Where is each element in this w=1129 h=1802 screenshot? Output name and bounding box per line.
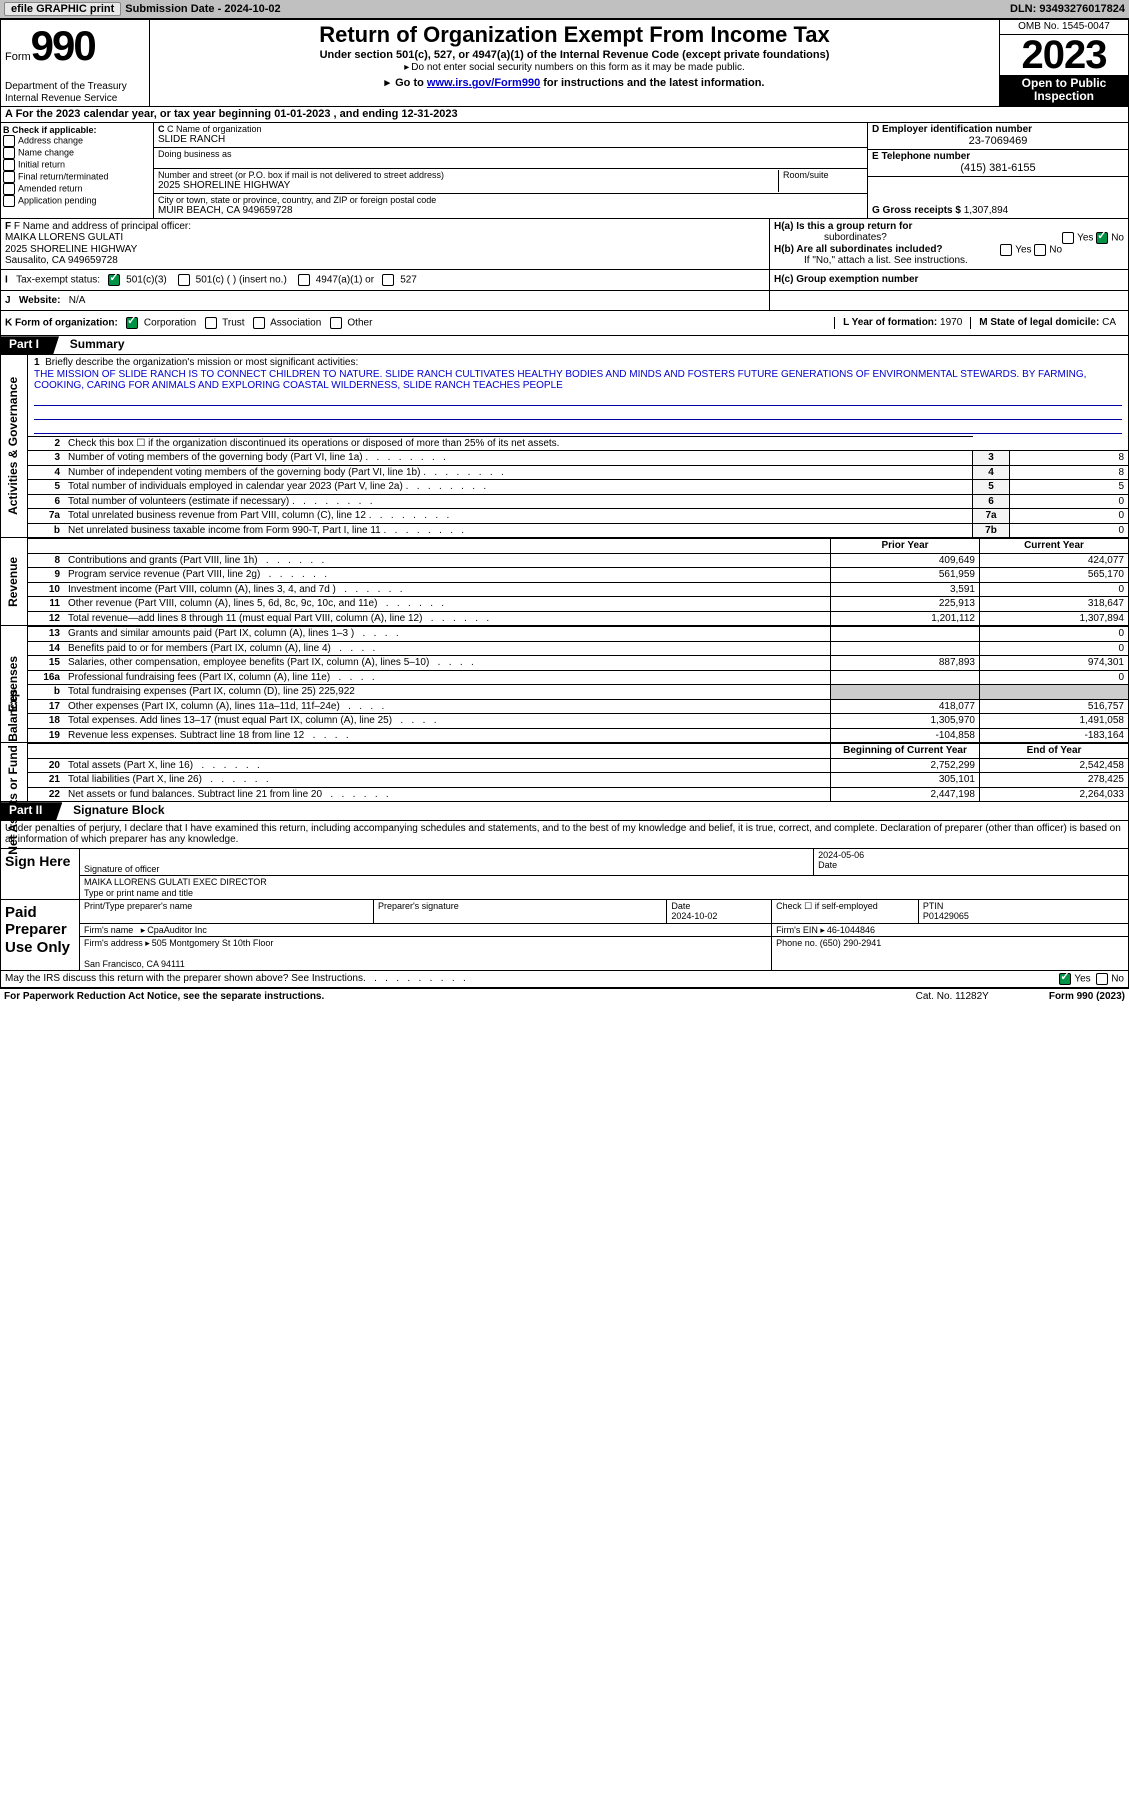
self-employed-check[interactable]: Check ☐ if self-employed — [772, 900, 919, 923]
firm-phone-field: Phone no. (650) 290-2941 — [772, 937, 1128, 971]
principal-officer-field: F F Name and address of principal office… — [1, 219, 770, 269]
tax-year: 2023 — [1000, 35, 1128, 75]
group-exemption-field: H(c) Group exemption number — [770, 270, 1128, 290]
sign-here-label: Sign Here — [1, 849, 80, 899]
discuss-with-preparer: May the IRS discuss this return with the… — [1, 970, 1128, 987]
gross-receipts-field: G Gross receipts $ 1,307,894 — [868, 204, 1128, 218]
form-of-org-field: K Form of organization: Corporation Trus… — [1, 311, 1128, 336]
ptin-field: PTINP01429065 — [918, 900, 1128, 923]
ein-field: D Employer identification number23-70694… — [868, 123, 1128, 149]
revenue-label: Revenue — [1, 538, 28, 625]
city-field: City or town, state or province, country… — [154, 194, 867, 218]
form-subtitle: Under section 501(c), 527, or 4947(a)(1)… — [156, 49, 993, 62]
tax-exempt-status-field: I Tax-exempt status: 501(c)(3) 501(c) ( … — [1, 270, 770, 290]
box-b-checklist: B Check if applicable: Address change Na… — [1, 123, 154, 218]
group-return-field: H(a) Is this a group return for subordin… — [770, 219, 1128, 269]
mission-field: 1 Briefly describe the organization's mi… — [28, 355, 1128, 436]
line-a-tax-year: A For the 2023 calendar year, or tax yea… — [1, 107, 1128, 123]
department-label: Department of the Treasury Internal Reve… — [5, 81, 145, 104]
dba-field: Doing business as — [154, 148, 867, 169]
efile-print-button[interactable]: efile GRAPHIC print — [4, 2, 121, 17]
officer-name-field: MAIKA LLORENS GULATI EXEC DIRECTORType o… — [80, 876, 1128, 899]
form-title: Return of Organization Exempt From Incom… — [156, 22, 993, 47]
ssn-warning: Do not enter social security numbers on … — [156, 62, 993, 74]
preparer-date-field: Date2024-10-02 — [667, 900, 772, 923]
form-number: Form990 — [5, 22, 145, 70]
preparer-name-field: Print/Type preparer's name — [80, 900, 373, 923]
sign-date-field: 2024-05-06Date — [814, 849, 1128, 876]
part-i-title: Summary — [62, 337, 125, 351]
activities-governance-label: Activities & Governance — [1, 355, 28, 537]
perjury-declaration: Under penalties of perjury, I declare th… — [1, 821, 1128, 848]
website-field: J Website: N/A — [1, 291, 770, 311]
paid-preparer-label: Paid Preparer Use Only — [1, 900, 80, 970]
street-field: Number and street (or P.O. box if mail i… — [154, 169, 867, 194]
part-i-header: Part I — [1, 336, 59, 354]
submission-date-label: Submission Date - 2024-10-02 — [125, 3, 280, 16]
firm-address-field: Firm's address 505 Montgomery St 10th Fl… — [80, 937, 772, 971]
open-to-public-badge: Open to Public Inspection — [1000, 75, 1128, 107]
telephone-field: E Telephone number(415) 381-6155 — [868, 149, 1128, 177]
dln-label: DLN: 93493276017824 — [1010, 3, 1125, 16]
preparer-sig-field[interactable]: Preparer's signature — [373, 900, 666, 923]
org-name-field: C C Name of organization SLIDE RANCH — [154, 123, 867, 148]
officer-signature-field[interactable]: Signature of officer — [80, 849, 814, 876]
firm-name-field: Firm's name CpaAuditor Inc — [80, 923, 772, 936]
part-ii-title: Signature Block — [65, 803, 164, 817]
goto-instructions: Go to www.irs.gov/Form990 for instructio… — [156, 77, 993, 90]
firm-ein-field: Firm's EIN 46-1044846 — [772, 923, 1128, 936]
catalog-number: Cat. No. 11282Y — [916, 991, 989, 1003]
form-footer-label: Form 990 (2023) — [1049, 991, 1125, 1003]
net-assets-label: Net Assets or Fund Balances — [1, 743, 28, 801]
part-ii-header: Part II — [1, 802, 62, 820]
paperwork-reduction-notice: For Paperwork Reduction Act Notice, see … — [4, 991, 324, 1003]
irs-link[interactable]: www.irs.gov/Form990 — [427, 77, 540, 89]
